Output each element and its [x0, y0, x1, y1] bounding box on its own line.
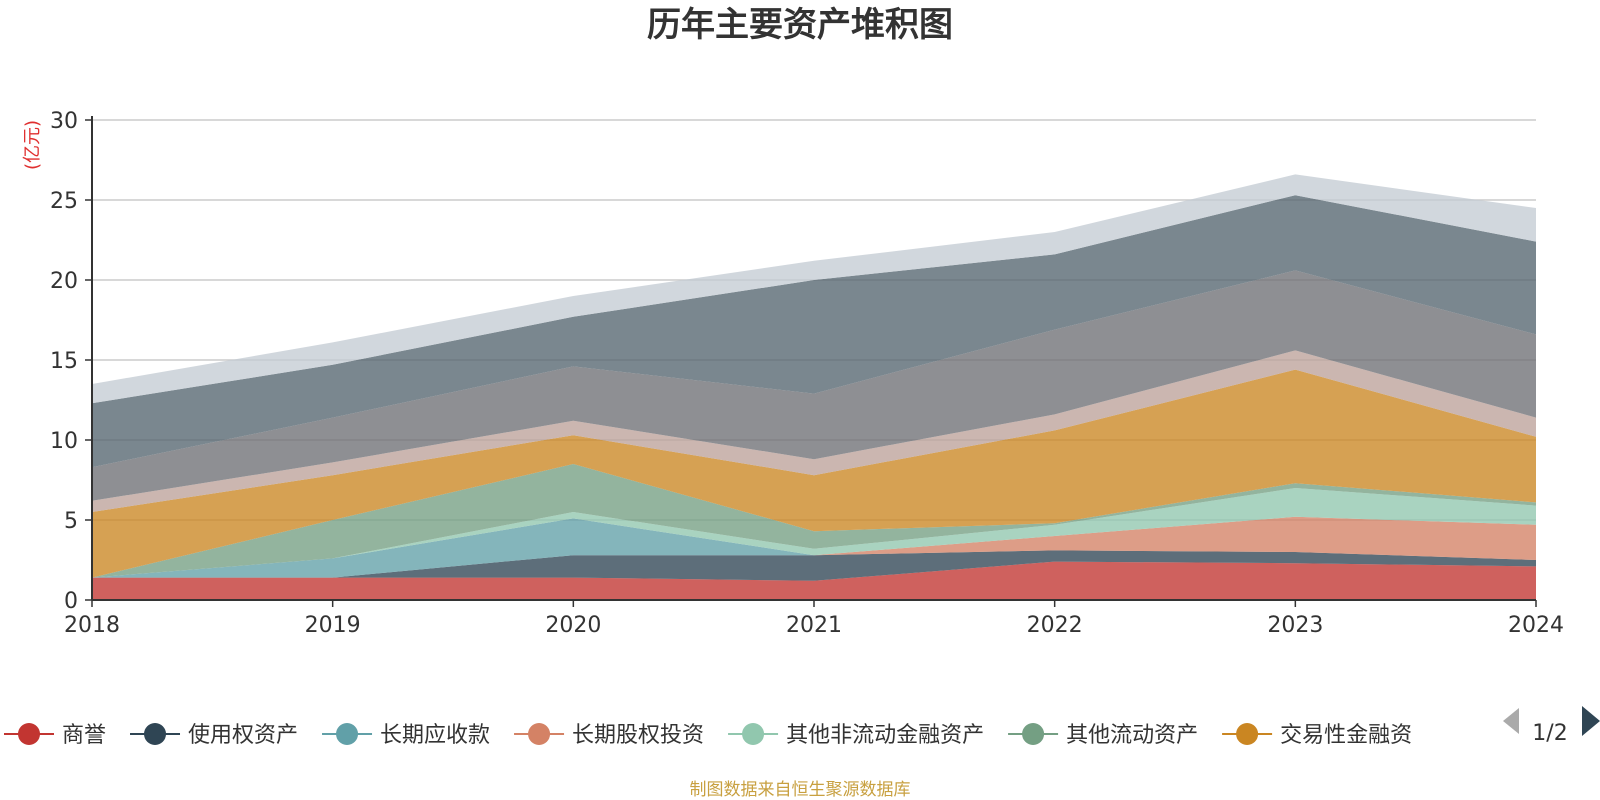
legend-item-5[interactable]: 其他非流动金融资产 — [728, 723, 984, 748]
legend-marker — [18, 723, 40, 745]
legend-marker — [742, 723, 765, 745]
legend-marker — [528, 723, 551, 745]
y-tick-label: 0 — [64, 589, 78, 614]
y-tick-label: 15 — [50, 349, 78, 374]
y-axis-unit: (亿元) — [22, 120, 43, 170]
legend-item-7[interactable]: 交易性金融资 — [1222, 723, 1412, 748]
legend-marker — [1236, 723, 1259, 745]
legend-label: 使用权资产 — [188, 723, 298, 748]
x-tick-label: 2024 — [1508, 613, 1564, 638]
legend-label: 长期应收款 — [380, 723, 490, 748]
legend-marker — [144, 723, 167, 745]
area-series-7[interactable] — [92, 369, 1536, 578]
legend: 商誉 使用权资产 长期应收款 长期股权投资 其他非流动金融资产 其他流动资产 交易性金融资 — [4, 723, 1412, 748]
legend-marker — [1022, 723, 1045, 745]
x-tick-label: 2020 — [545, 613, 601, 638]
legend-label: 其他流动资产 — [1066, 723, 1198, 748]
data-source-note: 制图数据来自恒生聚源数据库 — [690, 780, 911, 800]
y-tick-label: 30 — [50, 109, 78, 134]
legend-marker — [336, 723, 359, 745]
legend-prev-page-icon[interactable] — [1503, 708, 1519, 734]
legend-label: 长期股权投资 — [572, 723, 704, 748]
y-tick-label: 20 — [50, 269, 78, 294]
area-series-9[interactable] — [92, 270, 1536, 501]
legend-item-2[interactable]: 使用权资产 — [130, 723, 298, 748]
x-tick-label: 2018 — [64, 613, 120, 638]
legend-item-1[interactable]: 商誉 — [4, 723, 106, 748]
y-tick-label: 5 — [64, 509, 78, 534]
area-series-3[interactable] — [92, 518, 1536, 578]
y-tick-label: 25 — [50, 189, 78, 214]
legend-item-3[interactable]: 长期应收款 — [322, 723, 490, 748]
area-series-4[interactable] — [92, 516, 1536, 578]
legend-item-6[interactable]: 其他流动资产 — [1008, 723, 1198, 748]
area-series-10[interactable] — [92, 195, 1536, 468]
legend-item-4[interactable]: 长期股权投资 — [514, 723, 704, 748]
axes: 0 5 10 15 20 25 30 2018 2019 2020 2021 2022 2023 2024 — [50, 109, 1564, 638]
area-series — [92, 174, 1536, 600]
legend-page-label: 1/2 — [1532, 721, 1567, 746]
legend-pager: 1/2 — [1503, 706, 1600, 746]
x-tick-label: 2022 — [1027, 613, 1083, 638]
area-series-8[interactable] — [92, 350, 1536, 512]
legend-label: 其他非流动金融资产 — [786, 723, 984, 748]
area-series-5[interactable] — [92, 488, 1536, 578]
area-series-11[interactable] — [92, 174, 1536, 404]
chart-title: 历年主要资产堆积图 — [647, 5, 953, 45]
x-tick-label: 2021 — [786, 613, 842, 638]
area-series-6[interactable] — [92, 464, 1536, 578]
area-series-2[interactable] — [92, 550, 1536, 581]
x-tick-label: 2019 — [305, 613, 361, 638]
x-tick-label: 2023 — [1267, 613, 1323, 638]
y-tick-label: 10 — [50, 429, 78, 454]
legend-next-page-icon[interactable] — [1582, 706, 1600, 736]
legend-label: 商誉 — [62, 723, 106, 748]
legend-label: 交易性金融资 — [1280, 723, 1412, 748]
